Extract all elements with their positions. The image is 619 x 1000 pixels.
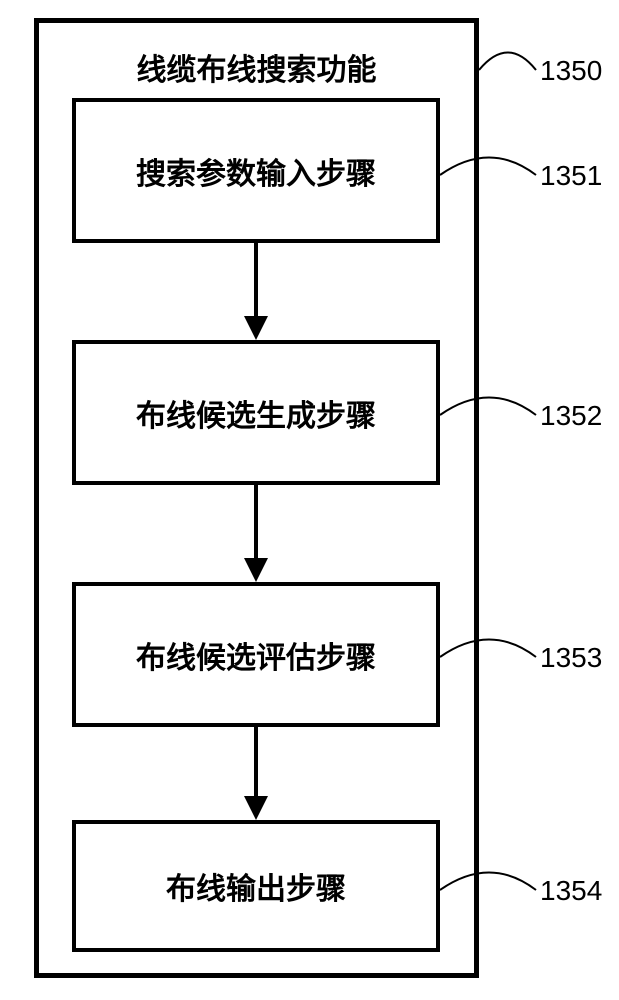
diagram-canvas: 线缆布线搜索功能 1350 搜索参数输入步骤1351布线候选生成步骤1352布线… bbox=[0, 0, 619, 1000]
connector-layer bbox=[0, 0, 619, 1000]
